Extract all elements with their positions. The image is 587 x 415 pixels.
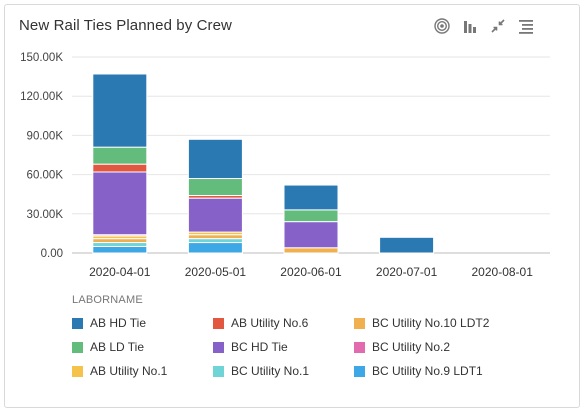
x-tick-label: 2020-06-01 bbox=[280, 265, 342, 279]
legend-title: LABORNAME bbox=[72, 294, 143, 306]
legend-swatch bbox=[354, 365, 365, 377]
legend-label: BC Utility No.2 bbox=[372, 340, 451, 354]
target-icon[interactable] bbox=[433, 17, 451, 35]
bar-segment[interactable] bbox=[187, 197, 243, 233]
y-tick-label: 0.00 bbox=[41, 248, 63, 260]
legend-item[interactable]: BC Utility No.9 LDT1 bbox=[354, 364, 542, 378]
legend-swatch bbox=[354, 317, 365, 329]
legend-label: BC Utility No.1 bbox=[231, 364, 310, 378]
legend-label: BC Utility No.10 LDT2 bbox=[372, 316, 490, 330]
chart-title: New Rail Ties Planned by Crew bbox=[19, 17, 232, 34]
bar-chart-icon[interactable] bbox=[461, 17, 479, 35]
legend-item[interactable]: AB Utility No.1 bbox=[72, 364, 213, 378]
x-tick-label: 2020-04-01 bbox=[89, 265, 151, 279]
bar-segment[interactable] bbox=[187, 242, 243, 254]
x-tick-label: 2020-08-01 bbox=[472, 265, 534, 279]
bar-segment[interactable] bbox=[92, 171, 148, 236]
legend-swatch bbox=[213, 341, 224, 353]
legend: AB HD Tie AB Utility No.6 BC Utility No.10… bbox=[72, 316, 542, 378]
y-tick-label: 90.00K bbox=[27, 130, 64, 142]
bar-segment[interactable] bbox=[283, 221, 339, 249]
collapse-icon[interactable] bbox=[489, 17, 507, 35]
legend-swatch bbox=[354, 341, 365, 353]
y-tick-label: 150.00K bbox=[20, 52, 63, 64]
x-tick-label: 2020-05-01 bbox=[185, 265, 247, 279]
bar-segment[interactable] bbox=[92, 245, 148, 254]
legend-label: BC HD Tie bbox=[231, 340, 288, 354]
legend-label: AB LD Tie bbox=[90, 340, 145, 354]
bar-segment[interactable] bbox=[283, 247, 339, 254]
legend-label: BC Utility No.9 LDT1 bbox=[372, 364, 483, 378]
legend-swatch bbox=[213, 365, 224, 377]
bar-segment[interactable] bbox=[187, 138, 243, 180]
legend-item[interactable]: BC Utility No.10 LDT2 bbox=[354, 316, 542, 330]
bar-segment[interactable] bbox=[187, 238, 243, 244]
legend-swatch bbox=[72, 341, 83, 353]
bar-segment[interactable] bbox=[187, 178, 243, 197]
list-icon[interactable] bbox=[517, 17, 535, 35]
legend-item[interactable]: BC HD Tie bbox=[213, 340, 354, 354]
legend-label: AB HD Tie bbox=[90, 316, 147, 330]
y-tick-label: 120.00K bbox=[20, 91, 63, 103]
x-tick-label: 2020-07-01 bbox=[376, 265, 438, 279]
y-tick-label: 30.00K bbox=[27, 209, 64, 221]
legend-swatch bbox=[213, 317, 224, 329]
legend-item[interactable]: BC Utility No.1 bbox=[213, 364, 354, 378]
y-tick-label: 60.00K bbox=[27, 170, 64, 182]
legend-label: AB Utility No.1 bbox=[90, 364, 168, 378]
bar-segment[interactable] bbox=[92, 163, 148, 173]
bar-segment[interactable] bbox=[187, 234, 243, 240]
bar-segment[interactable] bbox=[92, 73, 148, 148]
chart-toolbar bbox=[433, 17, 535, 35]
legend-label: AB Utility No.6 bbox=[231, 316, 309, 330]
bar-segment[interactable] bbox=[92, 242, 148, 247]
bar-segment[interactable] bbox=[283, 209, 339, 223]
legend-item[interactable]: BC Utility No.2 bbox=[354, 340, 542, 354]
legend-item[interactable]: AB Utility No.6 bbox=[213, 316, 354, 330]
bar-segment[interactable] bbox=[379, 236, 435, 254]
legend-item[interactable]: AB HD Tie bbox=[72, 316, 213, 330]
bar-segment[interactable] bbox=[92, 146, 148, 165]
legend-swatch bbox=[72, 317, 83, 329]
bar-segment[interactable] bbox=[92, 238, 148, 244]
legend-swatch bbox=[72, 365, 83, 377]
legend-item[interactable]: AB LD Tie bbox=[72, 340, 213, 354]
bar-segment[interactable] bbox=[283, 184, 339, 211]
